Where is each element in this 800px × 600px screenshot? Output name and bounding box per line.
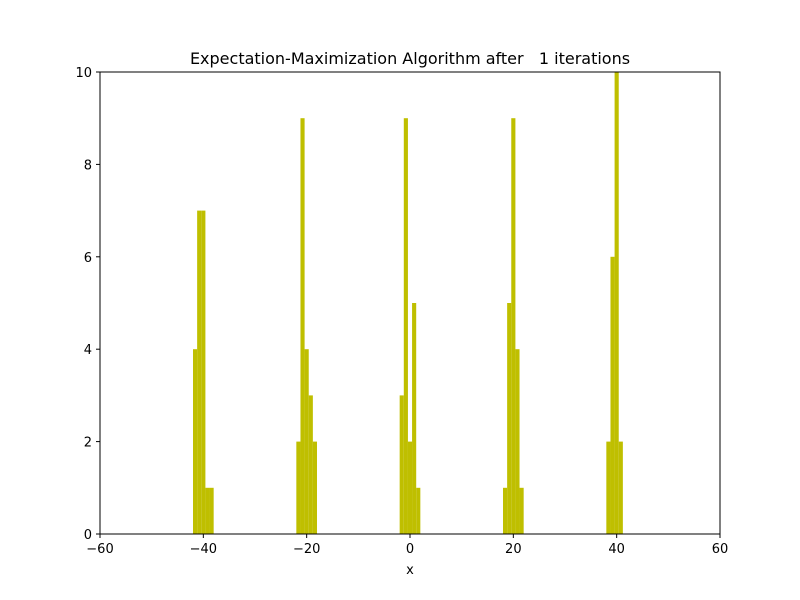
y-tick-label: 10 <box>75 66 92 81</box>
histogram-bar <box>606 441 611 534</box>
histogram-bar <box>209 487 214 534</box>
histogram-bar <box>416 487 421 534</box>
histogram-bar <box>201 210 206 534</box>
x-tick-label: −40 <box>190 542 217 557</box>
y-tick-label: 8 <box>84 158 92 173</box>
histogram-bar <box>503 487 508 534</box>
histogram-bar <box>407 441 413 534</box>
plot-frame <box>99 71 721 535</box>
histogram-bar <box>511 118 516 534</box>
y-tick-label: 6 <box>84 251 92 266</box>
histogram-bar <box>618 441 623 534</box>
histogram-bar <box>193 349 198 534</box>
x-tick-label: 60 <box>712 542 729 557</box>
histogram-bar <box>197 210 202 534</box>
x-tick-label: −20 <box>293 542 320 557</box>
x-tick-label: 20 <box>505 542 522 557</box>
chart-title: Expectation-Maximization Algorithm after… <box>190 49 630 68</box>
y-tick-label: 2 <box>84 436 92 451</box>
y-tick-label: 0 <box>84 528 92 543</box>
histogram-bar <box>403 118 408 534</box>
y-axis-ticks: 0 2 4 6 8 10 <box>75 66 100 543</box>
histogram-bar <box>312 441 317 534</box>
histogram-bar <box>614 72 619 534</box>
histogram-bars <box>193 72 623 534</box>
y-tick-label: 4 <box>84 343 92 358</box>
histogram-bar <box>308 395 313 534</box>
histogram-bar <box>519 487 524 534</box>
x-tick-label: −60 <box>86 542 113 557</box>
x-tick-label: 0 <box>406 542 414 557</box>
histogram-bar <box>507 303 512 534</box>
histogram-bar <box>399 395 404 534</box>
x-axis-ticks: −60 −40 −20 0 20 40 60 <box>86 534 728 557</box>
histogram-bar <box>300 118 305 534</box>
histogram-bar <box>610 256 615 534</box>
histogram-bar <box>515 349 520 534</box>
histogram-bar <box>412 303 417 534</box>
histogram-bar <box>296 441 301 534</box>
x-axis-title: x <box>406 563 414 578</box>
histogram-bar <box>205 487 210 534</box>
x-tick-label: 40 <box>608 542 625 557</box>
histogram-bar <box>304 349 309 534</box>
